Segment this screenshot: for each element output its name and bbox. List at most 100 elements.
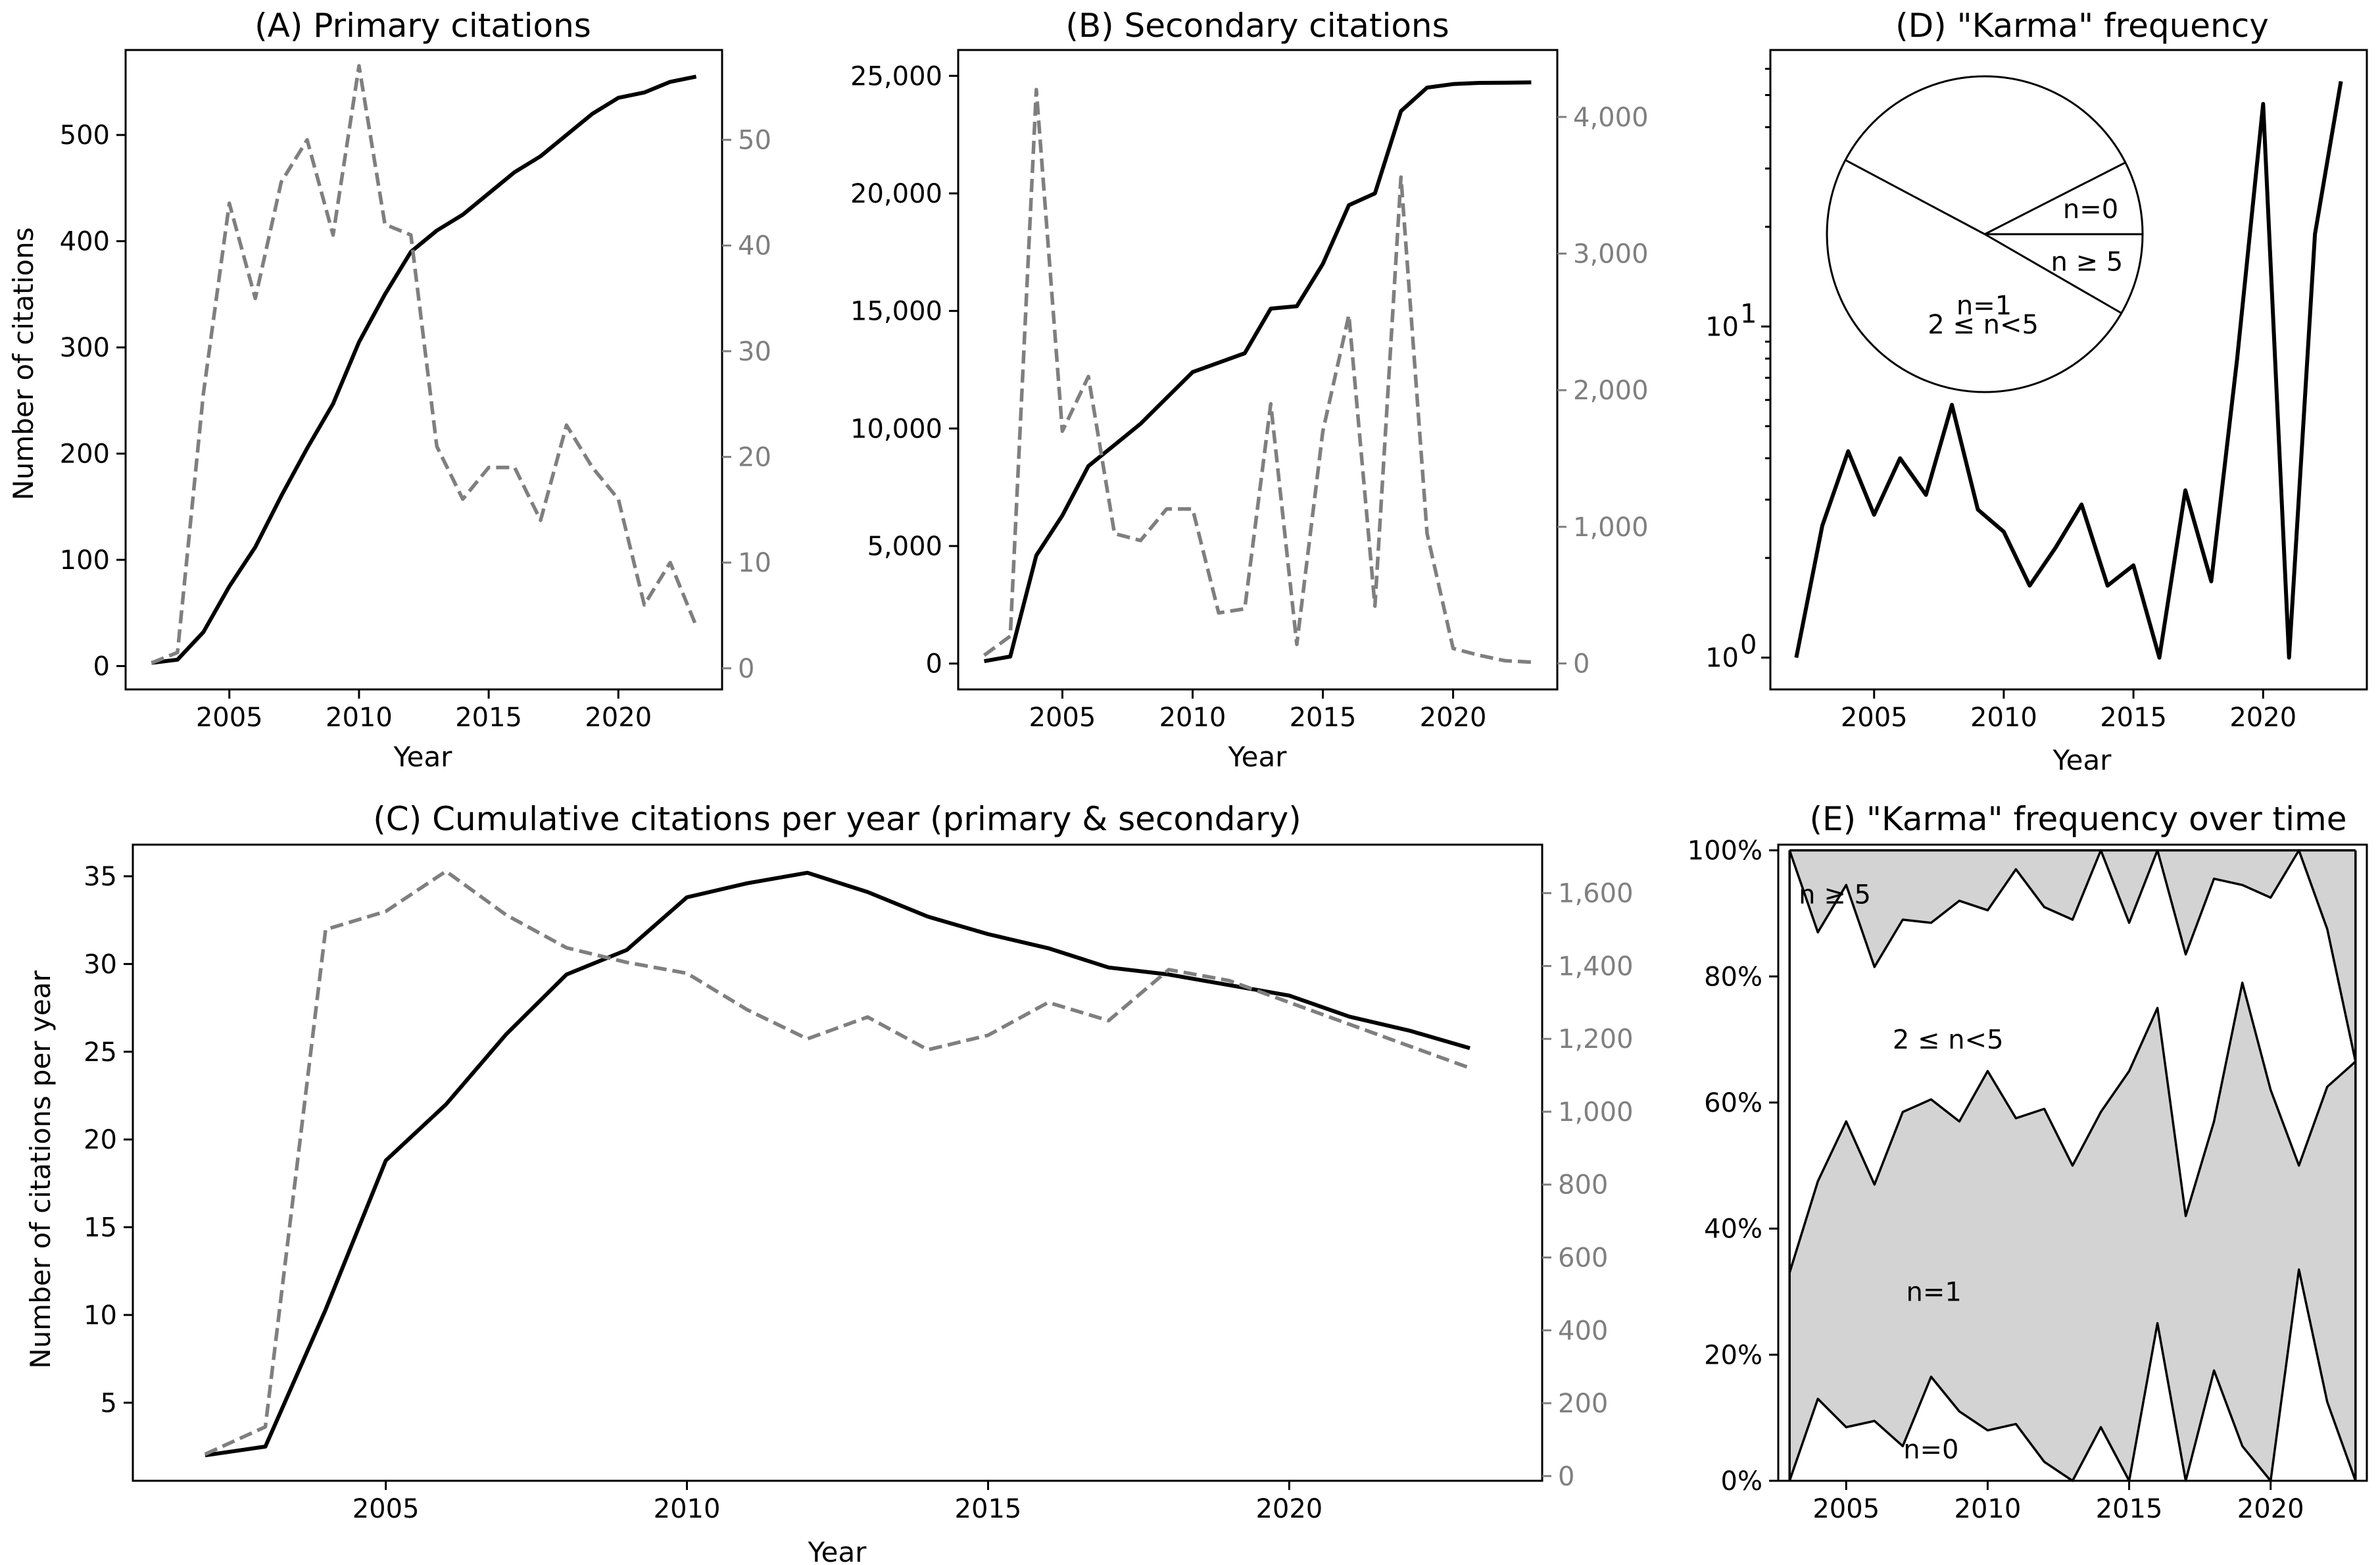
panel-C-frame	[132, 843, 1543, 1482]
panel-C-y2-tick-label: 200	[1558, 1389, 1608, 1419]
panel-d-pie-slice-boundary	[1984, 161, 2126, 236]
panel-C-y-tick-label: 5	[101, 1388, 117, 1418]
panel-C-y-tick-label: 25	[84, 1037, 117, 1068]
panel-C-y2-tick-label: 400	[1558, 1316, 1608, 1346]
panel-d-y-tick-exponent: 1	[1740, 299, 1757, 329]
panel-B-y-tick-label: 20,000	[850, 179, 942, 209]
panel-B-x-tick-label: 2015	[1290, 703, 1357, 733]
panel-c-xlabel: Year	[808, 1536, 867, 1565]
panel-C-y2-tick-label: 0	[1558, 1462, 1574, 1492]
panel-D-x-tick-label: 2015	[2100, 703, 2167, 733]
panel-E-y-tick-label: 80%	[1704, 962, 1762, 992]
panel-d-pie-slice-boundary	[1845, 159, 1985, 236]
panel-A-y2-tick-label: 40	[738, 231, 771, 261]
panel-C-x-tick-label: 2010	[654, 1494, 721, 1524]
panel-d-pie-slice-label: 2 ≤ n<5	[1928, 310, 2039, 340]
panel-E-y-tick-label: 20%	[1704, 1340, 1762, 1370]
panel-d-y-tick-exponent: 0	[1740, 630, 1757, 660]
panel-e-region-label: n=1	[1906, 1277, 1961, 1307]
panel-E-x-tick-label: 2015	[2096, 1494, 2163, 1524]
panel-B-y2-tick-label: 2,000	[1573, 376, 1649, 406]
panel-e-area-n1	[1789, 982, 2356, 1481]
panel-B-y2-tick-label: 1,000	[1573, 512, 1649, 543]
panel-C-x-tick-label: 2020	[1255, 1494, 1323, 1524]
panel-A-y2-tick-label: 10	[738, 548, 771, 578]
panel-C-y2-tick-label: 600	[1558, 1243, 1608, 1273]
panel-C-y2-tick-label: 1,000	[1558, 1097, 1634, 1128]
panel-e: (E) "Karma" frequency over time 2005 2010…	[1688, 800, 2368, 1524]
panel-A-y-tick-label: 500	[60, 120, 110, 151]
panel-d-pie-slice-label: n=0	[2063, 194, 2118, 224]
panel-C-y-tick-label: 30	[84, 949, 117, 980]
panel-b-xlabel: Year	[1228, 741, 1288, 773]
panel-A-y2-tick-label: 50	[738, 126, 771, 156]
panel-e-region-label: n=0	[1903, 1435, 1958, 1465]
panel-A-series-primary-line	[151, 74, 697, 665]
panel-E-y-tick-label: 60%	[1704, 1088, 1762, 1118]
panel-D-x-tick-label: 2010	[1970, 703, 2037, 733]
panel-d-series-line	[1794, 81, 2343, 660]
panel-d-y-tick-label: 10	[1705, 312, 1739, 342]
panel-a-xlabel: Year	[393, 741, 453, 773]
panel-B-y-tick-label: 5,000	[867, 532, 942, 562]
panel-A-frame	[124, 49, 723, 691]
panel-A-y-tick-label: 400	[60, 227, 110, 257]
panel-C-y2-tick-label: 1,400	[1558, 951, 1634, 981]
panel-e-boundary-line	[1788, 981, 2356, 1274]
panel-b: (B) Secondary citations Year 2005 2010 201…	[850, 7, 1648, 773]
panel-D-x-tick-label: 2005	[1841, 703, 1908, 733]
panel-c-ylabel: Number of citations per year	[24, 970, 57, 1369]
panel-A-y-tick-label: 300	[60, 333, 110, 363]
panel-A-x-tick-label: 2010	[326, 703, 393, 733]
panel-B-y2-tick-label: 0	[1573, 649, 1590, 680]
panel-B-series-primary-line	[984, 80, 1532, 664]
panel-c-title: (C) Cumulative citations per year (prima…	[373, 800, 1301, 838]
panel-d-title: (D) "Karma" frequency	[1895, 7, 2269, 45]
panel-B-series-secondary-line	[983, 87, 1532, 664]
panel-E-x-tick-label: 2010	[1955, 1494, 2022, 1524]
panel-A-x-tick-label: 2020	[585, 703, 652, 733]
panel-E-y-tick-label: 0%	[1721, 1466, 1762, 1497]
panel-B-x-tick-label: 2020	[1420, 703, 1487, 733]
panel-e-region-label: 2 ≤ n<5	[1893, 1025, 2004, 1055]
panel-B-y2-tick-label: 4,000	[1573, 103, 1649, 133]
panel-C-y-tick-label: 15	[84, 1213, 117, 1243]
panel-d-xlabel: Year	[2052, 744, 2112, 776]
panel-E-x-tick-label: 2020	[2237, 1494, 2304, 1524]
panel-B-y-tick-label: 0	[926, 649, 942, 680]
panel-A-y-tick-label: 200	[60, 439, 110, 470]
panel-B-y-tick-label: 10,000	[850, 414, 942, 444]
panel-C-y-tick-label: 10	[84, 1301, 117, 1331]
panel-d-y-tick-label: 10	[1705, 643, 1739, 674]
panel-C-y2-tick-label: 1,600	[1558, 879, 1634, 909]
panel-C-x-tick-label: 2015	[955, 1494, 1022, 1524]
panel-a-ylabel: Number of citations	[7, 227, 39, 500]
panel-C-y-tick-label: 20	[84, 1125, 117, 1155]
panel-B-y2-tick-label: 3,000	[1573, 239, 1649, 269]
panel-E-y-tick-label: 40%	[1704, 1214, 1762, 1245]
panel-d: (D) "Karma" frequency Year 2005 2010 2015 2…	[1705, 7, 2368, 776]
panel-A-y2-tick-label: 30	[738, 337, 771, 367]
panel-B-x-tick-label: 2005	[1029, 703, 1096, 733]
panel-b-title: (B) Secondary citations	[1065, 7, 1449, 45]
panel-d-pie-slice-label: n ≥ 5	[2051, 247, 2123, 278]
panel-B-frame	[957, 49, 1559, 691]
panel-c: (C) Cumulative citations per year (prima…	[24, 800, 1634, 1565]
panel-A-x-tick-label: 2005	[196, 703, 263, 733]
panel-e-area-n5	[1789, 850, 2356, 1062]
panel-B-y-tick-label: 15,000	[850, 297, 942, 327]
panel-C-y-tick-label: 35	[84, 862, 117, 892]
panel-D-x-tick-label: 2020	[2229, 703, 2296, 733]
panel-d-pie-slice-boundary	[1984, 233, 2122, 314]
panel-e-boundary-line	[1788, 849, 2357, 1062]
panel-e-region-label: n ≥ 5	[1799, 880, 1871, 910]
panel-D-frame	[1769, 49, 2368, 691]
panel-A-y-tick-label: 100	[60, 545, 110, 576]
panel-a-title: (A) Primary citations	[255, 7, 591, 45]
panel-e-title: (E) "Karma" frequency over time	[1810, 800, 2347, 838]
panel-C-x-tick-label: 2005	[352, 1494, 420, 1524]
panel-A-y2-tick-label: 0	[738, 654, 754, 684]
panel-A-y-tick-label: 0	[93, 651, 110, 682]
panel-A-y2-tick-label: 20	[738, 443, 771, 473]
